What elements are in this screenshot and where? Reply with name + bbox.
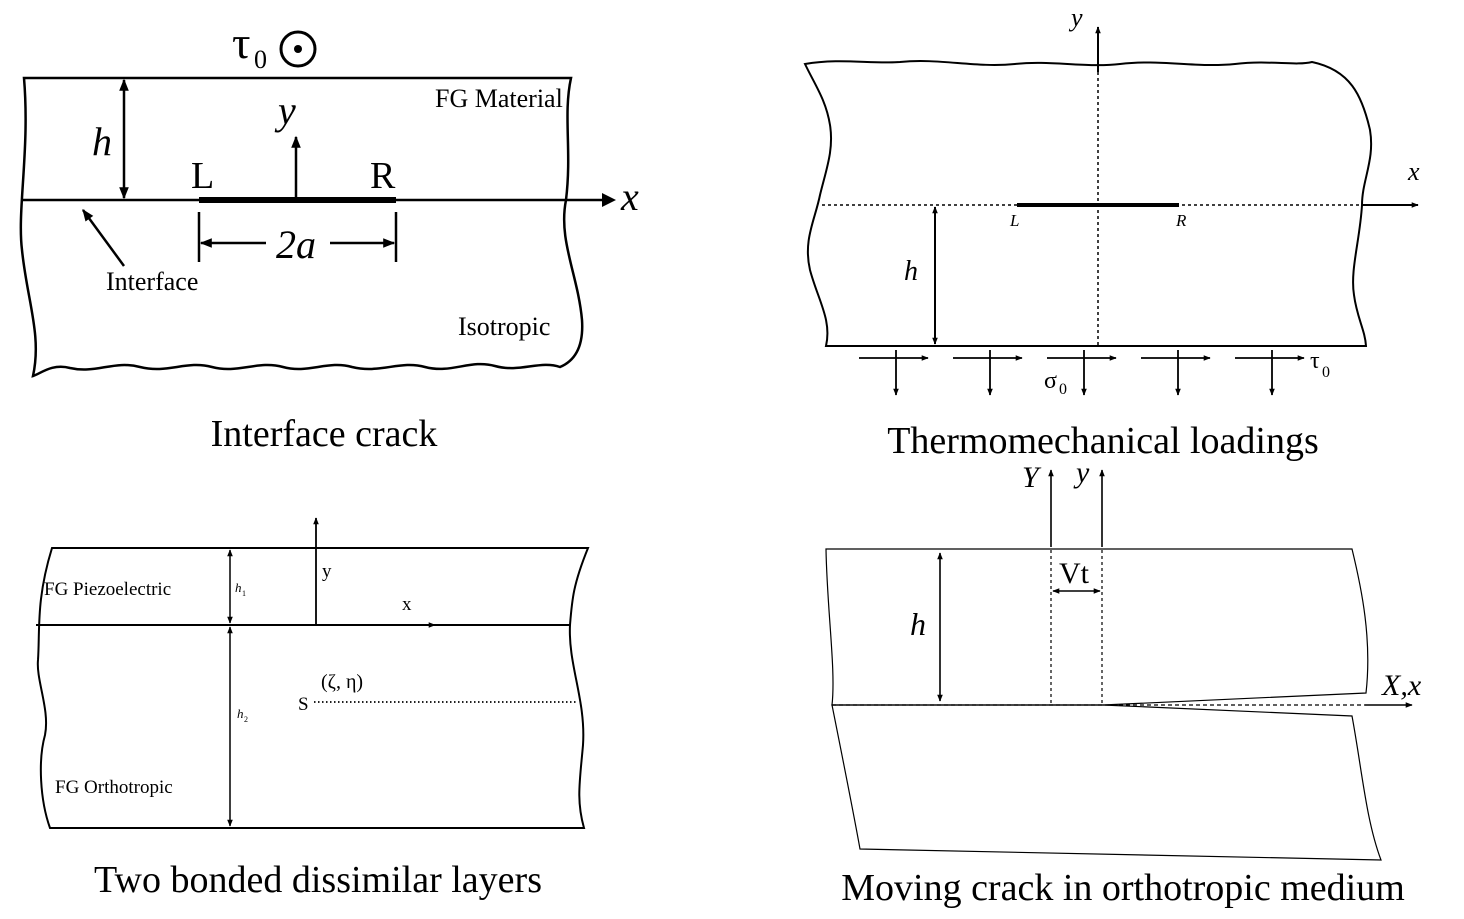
- right-tip-label: R: [370, 155, 396, 197]
- offset-label: Vt: [1059, 557, 1090, 590]
- top-material-label: FG Piezoelectric: [44, 579, 171, 600]
- strip-outline: [803, 60, 1373, 347]
- thickness-label: h: [92, 119, 112, 164]
- crack-length-label: 2a: [276, 222, 316, 267]
- interface-label: Interface: [106, 267, 198, 296]
- h2-symbol: h: [237, 706, 244, 721]
- panel-caption: Interface crack: [211, 413, 438, 455]
- x-axis-label: x: [620, 174, 639, 219]
- load-tau-symbol: τ: [232, 17, 251, 68]
- local-y-label: y: [1073, 456, 1090, 489]
- thickness-label: h: [904, 256, 918, 287]
- left-tip-label: L: [1009, 211, 1019, 230]
- x-axis-arrowhead: [602, 193, 616, 207]
- x-axis-label: x: [402, 594, 412, 615]
- top-material-label: FG Material: [435, 84, 563, 113]
- y-axis-label: y: [1068, 3, 1083, 32]
- y-axis-label: y: [322, 561, 332, 582]
- h1-subscript: 1: [242, 589, 246, 598]
- panel-caption: Two bonded dissimilar layers: [94, 859, 542, 901]
- upper-half-outline: [825, 548, 1369, 706]
- panel-interface-crack: τ 0 FG Material Isotropic Interface h L …: [19, 17, 639, 455]
- y-axis-label: y: [274, 88, 296, 133]
- panel-caption: Moving crack in orthotropic medium: [841, 867, 1405, 909]
- right-tip-label: R: [1175, 211, 1187, 230]
- load-tau-subscript: 0: [254, 45, 267, 74]
- source-label: S: [298, 694, 309, 715]
- thickness-label: h: [910, 606, 926, 642]
- shear-load-symbol: τ: [1310, 348, 1320, 374]
- normal-load-symbol: σ: [1044, 368, 1057, 394]
- shear-load-subscript: 0: [1322, 364, 1330, 381]
- bottom-material-label: FG Orthotropic: [55, 777, 173, 798]
- x-axis-label: x: [1407, 157, 1420, 186]
- out-of-plane-symbol: [279, 30, 317, 68]
- load-arrows: [859, 350, 1305, 396]
- panel-caption: Thermomechanical loadings: [887, 420, 1319, 462]
- panel-thermomechanical: y x h L R σ 0 τ 0 Thermomechanical loadi…: [803, 3, 1420, 462]
- out-of-plane-dot: [294, 45, 302, 53]
- lower-half-outline: [831, 704, 1382, 861]
- h1-symbol: h: [235, 580, 242, 595]
- global-y-label: Y: [1022, 461, 1042, 494]
- x-axis-label: X,x: [1381, 669, 1422, 702]
- h2-subscript: 2: [244, 715, 248, 724]
- left-tip-label: L: [191, 155, 214, 197]
- bottom-material-label: Isotropic: [458, 312, 550, 341]
- normal-load-subscript: 0: [1059, 381, 1067, 398]
- panel-moving-crack: Y y Vt h X,x Moving crack in orthotropic…: [825, 456, 1422, 909]
- interface-pointer: [81, 209, 126, 267]
- panel-two-layers: FG Piezoelectric FG Orthotropic h 1 h 2 …: [36, 517, 590, 901]
- strip-outline: [19, 76, 584, 378]
- source-coordinates: (ζ, η): [321, 671, 363, 693]
